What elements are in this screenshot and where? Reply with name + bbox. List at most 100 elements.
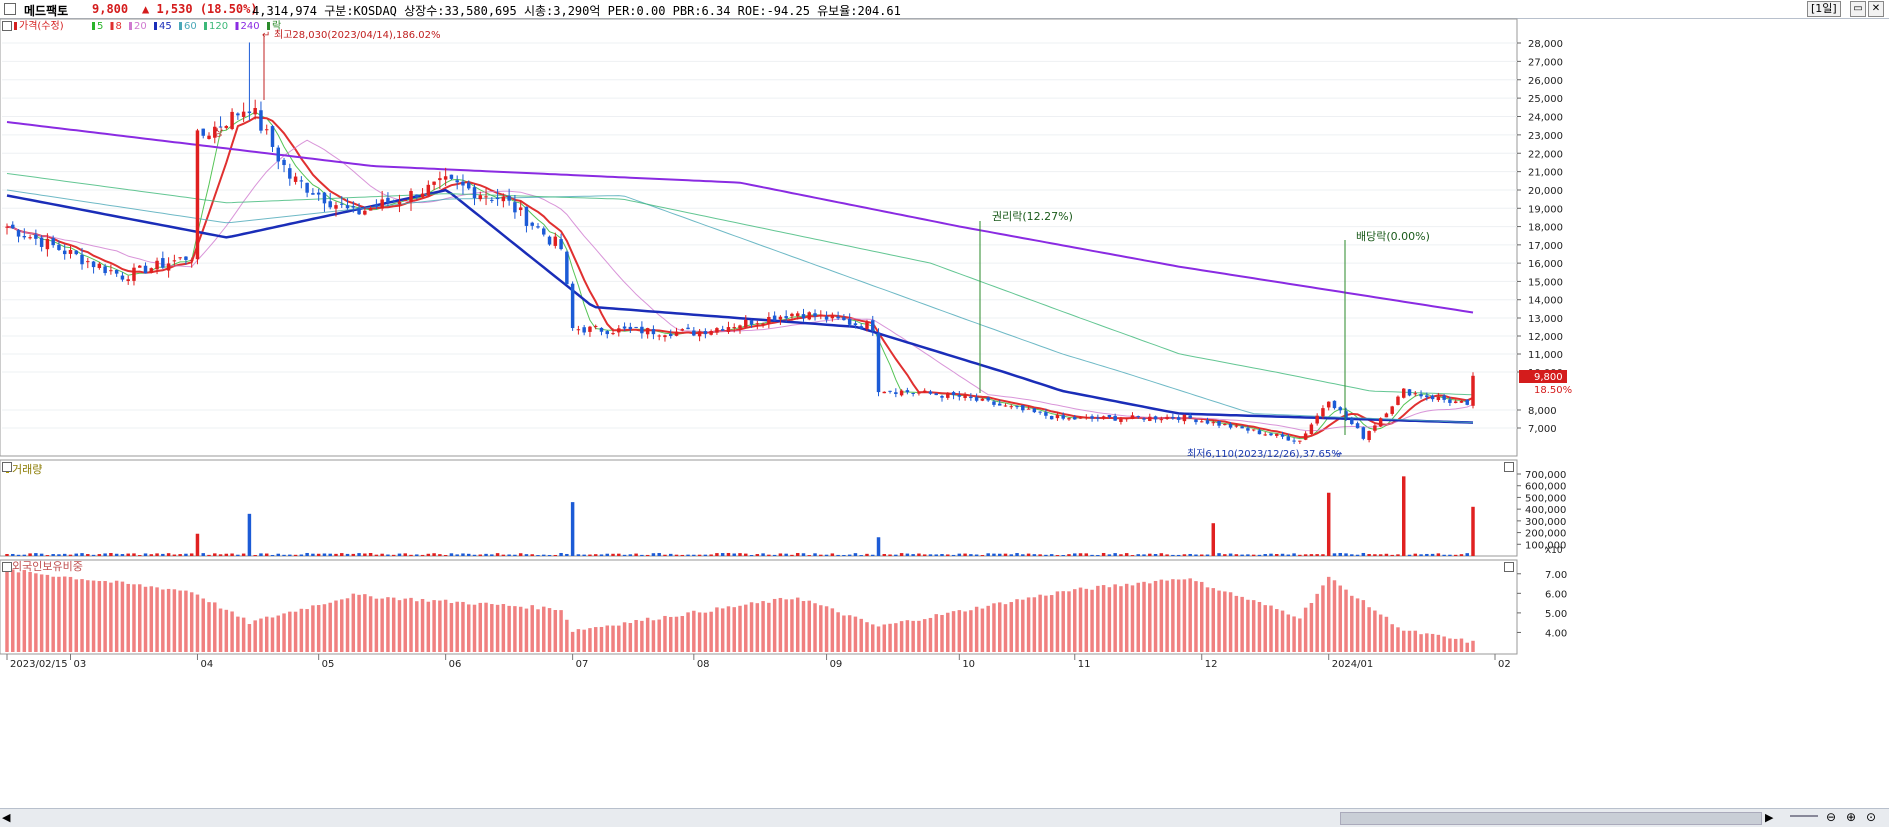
legend-label: 가격(수정) (19, 19, 64, 32)
volume-bar (288, 554, 292, 556)
price-panel-checkbox[interactable] (2, 21, 12, 31)
scroll-thumb[interactable] (1340, 812, 1762, 825)
candle-body (1448, 399, 1452, 403)
foreign-bar (963, 611, 967, 652)
candle-body (593, 325, 598, 327)
volume-bar (415, 554, 419, 556)
scroll-left-icon[interactable]: ◀ (2, 811, 11, 824)
volume-bar (1003, 553, 1008, 556)
foreign-bar (426, 601, 431, 652)
foreign-tick-label: 7.00 (1545, 570, 1567, 581)
zoom-in-icon[interactable]: ⊕ (1846, 810, 1857, 824)
foreign-panel-checkbox[interactable] (2, 562, 12, 572)
volume-bar (1015, 553, 1019, 556)
date-tick-label: 2023/02/15 (10, 659, 68, 670)
volume-bar (1303, 554, 1308, 556)
volume-bar (565, 553, 569, 556)
volume-bar (1396, 554, 1400, 556)
volume-panel-checkbox[interactable] (2, 462, 12, 472)
foreign-bar (894, 623, 898, 652)
candle-body (513, 202, 517, 213)
volume-tick-label: 500,000 (1525, 493, 1566, 504)
foreign-bar (161, 589, 165, 652)
volume-bar (340, 553, 344, 556)
volume-bar (720, 553, 725, 556)
volume-bar (1124, 553, 1129, 556)
price-tick-label: 11,000 (1528, 350, 1563, 361)
foreign-panel-close-icon[interactable] (1504, 562, 1514, 572)
candle-body (888, 390, 892, 392)
foreign-bar (397, 600, 402, 652)
candle-body (807, 312, 811, 320)
foreign-bar (368, 596, 373, 652)
foreign-bar (720, 608, 725, 652)
candle-body (1003, 405, 1008, 407)
volume-bar (593, 554, 598, 556)
volume-bar (986, 553, 990, 556)
candle-body (230, 111, 234, 130)
volume-bar (813, 553, 817, 556)
volume-bar (899, 553, 904, 556)
volume-bar (1402, 476, 1406, 556)
candle-body (374, 204, 379, 207)
foreign-bar (1211, 588, 1216, 652)
zoom-reset-icon[interactable]: ⊙ (1866, 810, 1877, 824)
period-button[interactable]: [1일] (1807, 1, 1841, 17)
scroll-right-icon[interactable]: ▶ (1765, 811, 1774, 824)
legend-label: 5 (97, 21, 103, 32)
zoom-slider[interactable] (1790, 815, 1818, 817)
candle-body (899, 390, 904, 396)
candle-body (62, 250, 67, 255)
candle-body (155, 260, 159, 270)
foreign-bar (16, 572, 21, 652)
volume-bar (62, 553, 67, 556)
price-tick-label: 21,000 (1528, 168, 1563, 179)
volume-bar (39, 553, 44, 556)
volume-bar (259, 553, 263, 556)
volume-bar (888, 554, 892, 556)
foreign-bar (340, 599, 344, 652)
close-icon[interactable]: ✕ (1868, 1, 1884, 17)
candle-body (426, 184, 431, 196)
select-checkbox[interactable] (4, 3, 16, 15)
candle-body (645, 328, 650, 335)
volume-bar (536, 555, 540, 556)
volume-tick-label: 200,000 (1525, 529, 1566, 540)
foreign-bar (409, 597, 413, 652)
candle-body (611, 333, 615, 335)
candle-body (946, 392, 950, 398)
stock-stats: 4,314,974 구분:KOSDAQ 상장수:33,580,695 시총:3,… (252, 4, 901, 18)
foreign-bar (640, 620, 644, 652)
volume-bar (1067, 554, 1071, 556)
dividend-annotation: 배당락(0.00%) (1356, 230, 1430, 243)
zoom-out-icon[interactable]: ⊖ (1826, 810, 1837, 824)
restore-icon[interactable]: ▭ (1850, 1, 1866, 17)
foreign-bar (744, 604, 748, 652)
foreign-bar (1251, 600, 1256, 652)
candle-body (1217, 420, 1221, 426)
foreign-bar (1263, 605, 1267, 652)
volume-bar (784, 553, 788, 556)
candle-body (709, 331, 713, 335)
volume-panel-close-icon[interactable] (1504, 462, 1514, 472)
volume-bar (22, 554, 27, 556)
candle-body (22, 236, 27, 238)
candle-body (143, 265, 148, 274)
foreign-bar (195, 594, 200, 652)
chart-scrollbar[interactable]: ◀ ▶ ⊖ ⊕ ⊙ (0, 808, 1889, 827)
foreign-bar (363, 594, 367, 652)
foreign-bar (328, 602, 332, 652)
volume-bar (218, 554, 223, 556)
price-change: ▲ 1,530 (18.50%) (142, 2, 258, 16)
foreign-bar (819, 605, 823, 652)
foreign-bar (178, 590, 182, 652)
candle-body (778, 316, 783, 320)
volume-bar (611, 553, 615, 556)
volume-bar (74, 553, 78, 556)
foreign-bar (1280, 610, 1285, 652)
foreign-bar (582, 629, 586, 652)
candle-body (928, 391, 933, 394)
foreign-bar (386, 597, 390, 652)
volume-bar (236, 554, 240, 556)
candle-body (276, 147, 281, 162)
